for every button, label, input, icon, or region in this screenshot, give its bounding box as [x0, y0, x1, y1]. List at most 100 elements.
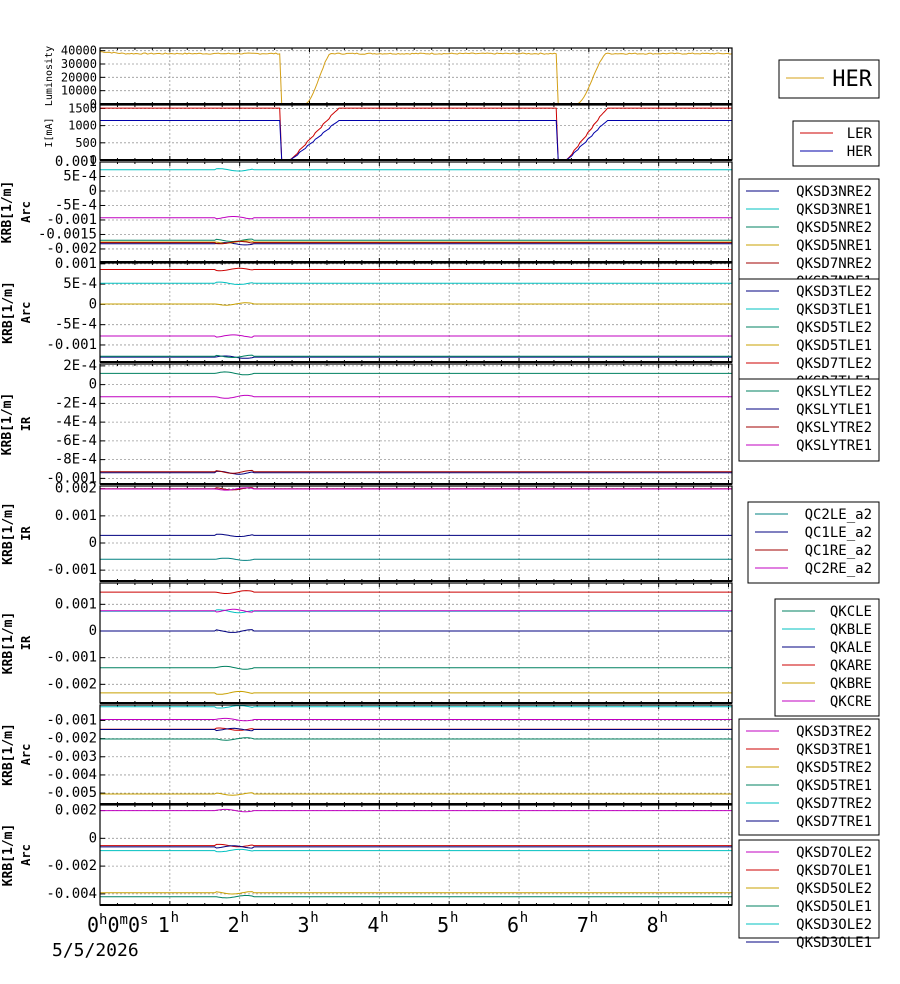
y-tick-label: 0.002 [55, 481, 97, 497]
y-tick-label: -0.002 [46, 676, 97, 692]
y-axis-label: Arc [19, 201, 33, 223]
series-line-qkbre [100, 690, 732, 695]
series-line-qksd7ole1 [100, 843, 732, 848]
series-line-qksd5tre2 [100, 792, 732, 796]
y-axis-label: KRB[1/m] [1, 612, 16, 675]
legend-entry: QKSLYTRE1 [796, 438, 872, 454]
y-axis-label: IR [19, 635, 33, 650]
panel-6: 0.002 0.001 0 -0.001 KRB[1/m] IR QC2LE_a2 QC1LE… [1, 481, 880, 584]
y-tick-label: 40000 [61, 44, 97, 58]
legend-entry: QKSD7OLE1 [796, 863, 872, 879]
legend-entry: QKSD5TRE2 [796, 760, 872, 776]
series-line-qc2re_a2 [100, 487, 732, 491]
legend-entry: QKSD3TLE2 [796, 284, 872, 300]
x-axis-date: 5/5/2026 [52, 940, 139, 961]
legend-entry: HER [832, 67, 872, 92]
legend-entry: QKCLE [830, 604, 872, 620]
y-axis-label: KRB[1/m] [0, 393, 15, 456]
y-axis-label: IR [19, 416, 33, 431]
y-tick-label: -0.005 [46, 785, 97, 801]
x-tick-label: 4 [367, 913, 379, 937]
y-axis-label: Arc [19, 302, 33, 324]
y-tick-label: -0.004 [46, 886, 97, 902]
legend-entry: QKSD3NRE1 [796, 202, 872, 218]
y-tick-label: -0.001 [46, 712, 97, 728]
plot-frame [99, 804, 733, 906]
series-line-qksd5ole1 [100, 895, 732, 899]
legend-entry: QKSD5NRE2 [796, 220, 872, 236]
series-line-qkslytre1 [100, 394, 732, 399]
legend-entry: QKSD5OLE2 [796, 881, 872, 897]
legend-entry: QKSD5OLE1 [796, 899, 872, 915]
plot-frame [99, 104, 733, 161]
y-tick-label: -0.002 [46, 241, 97, 257]
legend-entry: QKARE [830, 658, 872, 674]
y-tick-label: 10000 [61, 84, 97, 98]
series-line-qksd3tle1 [100, 281, 732, 286]
panel-3: 0.0015E-40-5E-4-0.001-0.0015-0.002KRB[1/… [0, 154, 880, 296]
plot-frame [99, 485, 733, 582]
y-tick-label: 1000 [68, 119, 97, 133]
y-tick-label: 0 [90, 97, 97, 111]
y-tick-label: 0 [89, 623, 97, 639]
legend-entry: QC1LE_a2 [805, 525, 872, 541]
y-tick-label: -0.001 [46, 470, 97, 486]
legend-entry: QC2LE_a2 [805, 507, 872, 523]
legend: QKCLE QKBLE QKALE QKARE QKBRE QKCRE [774, 598, 880, 717]
series-line-qksd7tle2 [100, 267, 732, 272]
y-tick-label: -0.002 [46, 858, 97, 874]
y-axis-label: Luminosity [44, 46, 55, 106]
series-line-qksd3nre2 [100, 241, 732, 246]
legend: QKSD3TRE2 QKSD3TRE1 QKSD5TRE2 QKSD5TRE1 QKSD… [738, 718, 880, 836]
y-tick-label: 2E-4 [63, 358, 97, 374]
legend-entry: QKSD5NRE1 [796, 238, 872, 254]
x-tick-unit: h [171, 910, 179, 926]
series-line-qksd7nre1 [100, 216, 732, 220]
series-line-qksd7tre2 [100, 705, 732, 709]
panel-2: 1500 1000 500 0 I[mA] LER HER [44, 101, 880, 167]
series-line-qksd3nre1 [100, 168, 732, 172]
x-tick-unit: h [520, 910, 528, 926]
legend-entry: QKSD7TRE2 [796, 796, 872, 812]
y-tick-label: 0 [89, 377, 97, 393]
y-tick-label: -0.002 [46, 731, 97, 747]
series-line-her [100, 120, 732, 161]
x-tick-label: 8 [647, 913, 659, 937]
series-line-her [99, 51, 733, 105]
y-tick-label: 0.001 [55, 154, 97, 170]
legend-entry: QKSD3TRE2 [796, 724, 872, 740]
plot-frame [99, 363, 733, 485]
y-tick-label: -0.001 [46, 650, 97, 666]
x-tick-label-start: 0h0m0s [87, 912, 148, 937]
y-tick-label: -0.001 [46, 562, 97, 578]
y-tick-label: 0.001 [55, 508, 97, 524]
legend-entry: LER [847, 126, 873, 142]
legend-entry: QKSD7TLE2 [796, 356, 872, 372]
y-tick-label: 500 [75, 136, 97, 150]
legend-entry: QKSD7OLE2 [796, 845, 872, 861]
legend-entry: QKSD3NRE2 [796, 184, 872, 200]
plot-frame [99, 582, 733, 704]
legend-entry: QKSD3TRE1 [796, 742, 872, 758]
legend: QKSD7OLE2 QKSD7OLE1 QKSD5OLE2 QKSD5OLE1 QKSD… [738, 839, 880, 951]
legend-entry: QKBRE [830, 676, 872, 692]
y-tick-label: 0 [89, 830, 97, 846]
y-tick-label: -0.003 [46, 749, 97, 765]
x-tick-unit: h [590, 910, 598, 926]
x-tick-unit: h [450, 910, 458, 926]
y-axis-label: I[mA] [44, 117, 55, 147]
y-axis-label: IR [19, 526, 33, 541]
y-tick-label: 0 [90, 153, 97, 167]
y-tick-label: -0.001 [46, 212, 97, 228]
panel-5: 2E-4 0 -2E-4 -4E-4 -6E-4 -8E-4 -0.001 KRB[1/m] I… [0, 358, 880, 486]
series-line-qksd3tle2 [100, 355, 732, 359]
legend-entry: QKALE [830, 640, 872, 656]
y-axis-label: Arc [19, 744, 33, 766]
x-tick-unit: h [310, 910, 318, 926]
y-tick-label: 0.001 [55, 256, 97, 272]
y-tick-label: 0.001 [55, 596, 97, 612]
legend-entry: QKSD5TLE2 [796, 320, 872, 336]
